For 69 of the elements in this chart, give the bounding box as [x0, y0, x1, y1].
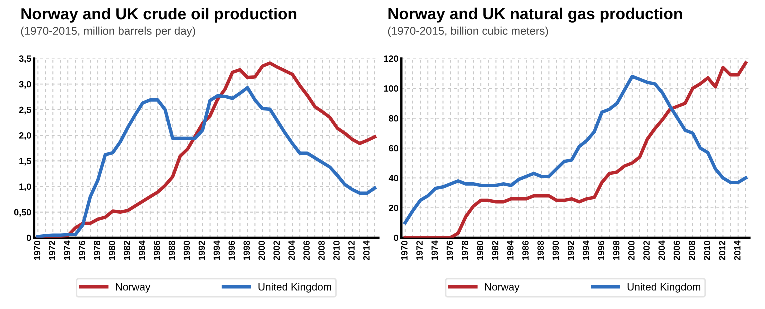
x-tick-label: 2006	[674, 241, 680, 260]
x-tick-label: 2004	[658, 240, 666, 260]
x-tick-label: 2010	[334, 241, 340, 260]
y-tick-label: 0,50	[14, 209, 32, 217]
chart-subtitle: (1970-2015, million barrels per day)	[21, 26, 196, 38]
x-tick-label: 1982	[492, 241, 499, 260]
x-tick-label: 2014	[363, 240, 370, 260]
chart-subtitle: (1970-2015, billion cubic meters)	[388, 26, 548, 38]
x-tick-label: 1980	[109, 241, 116, 260]
x-tick-label: 1978	[462, 240, 468, 260]
x-tick-label: 2012	[348, 241, 355, 260]
y-tick-label: 2,0	[19, 132, 32, 140]
x-tick-label: 1976	[79, 241, 86, 260]
x-tick-label: 2004	[288, 240, 296, 260]
x-tick-label: 1978	[94, 240, 100, 260]
x-tick-label: 1994	[583, 240, 590, 260]
x-tick-label: 1998	[613, 240, 620, 260]
x-tick-label: 1990	[552, 241, 560, 260]
y-tick-label: 20	[389, 205, 398, 212]
y-tick-label: 3,0	[19, 81, 32, 89]
x-tick-label: 1994	[214, 240, 220, 260]
x-tick-label: 1992	[568, 241, 574, 260]
y-tick-label: 0	[26, 234, 32, 242]
chart-title: Norway and UK natural gas production	[388, 8, 682, 23]
y-tick-label: 1,5	[20, 158, 32, 166]
y-tick-label: 40	[388, 175, 398, 182]
x-tick-label: 2002	[644, 241, 650, 260]
x-tick-label: 1988	[538, 240, 544, 260]
y-tick-label: 80	[389, 115, 398, 122]
x-tick-label: 1976	[446, 241, 454, 260]
y-tick-label: 60	[389, 145, 398, 152]
x-tick-label: 2006	[304, 241, 310, 260]
x-tick-label: 1970	[401, 241, 408, 260]
x-tick-label: 1990	[184, 241, 190, 260]
x-tick-label: 2002	[274, 241, 280, 260]
x-tick-label: 1996	[598, 241, 605, 260]
x-tick-label: 1992	[198, 241, 206, 260]
x-tick-label: 1970	[34, 241, 41, 260]
x-tick-label: 2010	[704, 241, 711, 260]
chart-title: Norway and UK crude oil production	[22, 8, 297, 23]
legend-label: Norway	[116, 284, 151, 293]
y-tick-label: 1,0	[20, 184, 32, 192]
x-tick-label: 2008	[318, 240, 325, 260]
x-tick-label: 2014	[734, 240, 741, 260]
x-tick-label: 2000	[628, 241, 635, 260]
legend-label: United Kingdom	[258, 283, 332, 293]
y-tick-label: 2,5	[19, 106, 32, 115]
x-tick-label: 1988	[168, 240, 176, 260]
x-tick-label: 1998	[244, 240, 250, 260]
y-tick-label: 3,5	[19, 56, 32, 64]
y-tick-label: 100	[384, 86, 398, 92]
y-tick-label: 120	[384, 56, 398, 62]
x-tick-label: 1972	[49, 241, 56, 260]
x-tick-label: 1982	[124, 241, 130, 260]
x-tick-label: 1986	[522, 241, 529, 260]
x-tick-label: 1996	[228, 241, 236, 260]
x-tick-label: 2008	[688, 240, 696, 260]
x-tick-label: 1984	[507, 240, 514, 260]
x-tick-label: 2000	[258, 241, 266, 260]
x-tick-label: 1974	[432, 240, 438, 260]
legend-label: United Kingdom	[628, 283, 701, 293]
legend-label: Norway	[485, 284, 520, 293]
x-tick-label: 1974	[64, 240, 71, 260]
x-tick-label: 2012	[719, 241, 726, 260]
x-tick-label: 1972	[416, 241, 423, 260]
x-tick-label: 1986	[154, 241, 160, 260]
x-tick-label: 1984	[138, 240, 146, 260]
y-tick-label: 0	[394, 234, 398, 242]
x-tick-label: 1980	[477, 241, 484, 260]
